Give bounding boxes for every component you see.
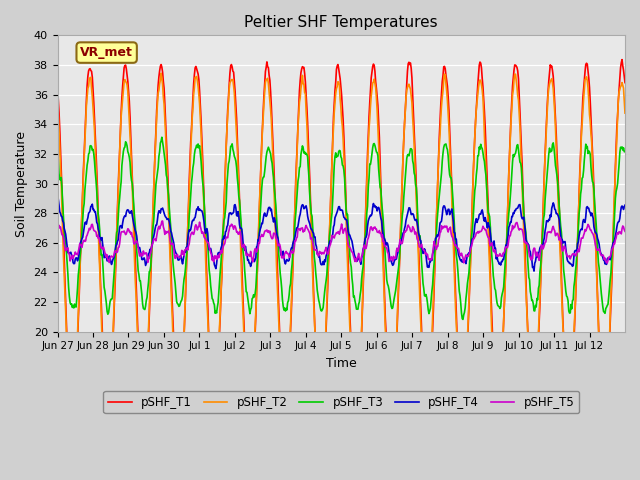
- Y-axis label: Soil Temperature: Soil Temperature: [15, 131, 28, 237]
- pSHF_T3: [401, 184, 408, 190]
- pSHF_T1: [401, 120, 408, 126]
- pSHF_T4: [120, 214, 128, 220]
- X-axis label: Time: Time: [326, 357, 356, 370]
- pSHF_T5: [621, 228, 629, 234]
- pSHF_T3: [433, 231, 440, 237]
- pSHF_T1: [225, 94, 232, 100]
- pSHF_T1: [253, 269, 261, 275]
- pSHF_T5: [225, 227, 233, 233]
- pSHF_T2: [433, 218, 440, 224]
- Legend: pSHF_T1, pSHF_T2, pSHF_T3, pSHF_T4, pSHF_T5: pSHF_T1, pSHF_T2, pSHF_T3, pSHF_T4, pSHF…: [103, 391, 579, 413]
- pSHF_T5: [401, 228, 408, 234]
- pSHF_T2: [225, 86, 233, 92]
- pSHF_T3: [275, 252, 283, 258]
- pSHF_T1: [54, 84, 61, 89]
- pSHF_T4: [54, 192, 61, 198]
- pSHF_T4: [253, 244, 260, 250]
- pSHF_T1: [120, 65, 128, 71]
- pSHF_T2: [458, 408, 466, 413]
- Line: pSHF_T1: pSHF_T1: [58, 60, 625, 409]
- pSHF_T1: [247, 407, 255, 412]
- pSHF_T2: [54, 102, 61, 108]
- pSHF_T5: [275, 242, 283, 248]
- pSHF_T2: [157, 71, 165, 76]
- pSHF_T1: [275, 305, 283, 311]
- Line: pSHF_T5: pSHF_T5: [58, 221, 625, 263]
- pSHF_T3: [459, 316, 467, 322]
- pSHF_T4: [530, 268, 538, 274]
- pSHF_T4: [274, 235, 282, 241]
- pSHF_T3: [225, 158, 233, 164]
- pSHF_T4: [400, 229, 408, 235]
- pSHF_T5: [54, 222, 61, 228]
- pSHF_T5: [120, 228, 128, 234]
- pSHF_T2: [621, 110, 629, 116]
- pSHF_T3: [120, 145, 128, 151]
- pSHF_T3: [621, 149, 629, 155]
- pSHF_T4: [432, 235, 440, 241]
- Text: VR_met: VR_met: [80, 46, 133, 59]
- pSHF_T2: [275, 318, 283, 324]
- pSHF_T1: [621, 80, 629, 85]
- pSHF_T5: [159, 218, 166, 224]
- pSHF_T2: [120, 79, 128, 84]
- pSHF_T4: [621, 202, 629, 208]
- pSHF_T1: [618, 57, 626, 62]
- pSHF_T5: [253, 247, 261, 252]
- pSHF_T2: [401, 121, 408, 127]
- pSHF_T2: [253, 267, 261, 273]
- Line: pSHF_T4: pSHF_T4: [58, 195, 625, 271]
- pSHF_T5: [433, 247, 440, 252]
- pSHF_T3: [54, 148, 61, 154]
- Line: pSHF_T3: pSHF_T3: [58, 137, 625, 319]
- Line: pSHF_T2: pSHF_T2: [58, 73, 625, 410]
- pSHF_T4: [225, 216, 232, 221]
- pSHF_T5: [604, 260, 611, 266]
- pSHF_T3: [253, 256, 261, 262]
- pSHF_T1: [433, 219, 440, 225]
- pSHF_T3: [158, 134, 166, 140]
- Title: Peltier SHF Temperatures: Peltier SHF Temperatures: [244, 15, 438, 30]
